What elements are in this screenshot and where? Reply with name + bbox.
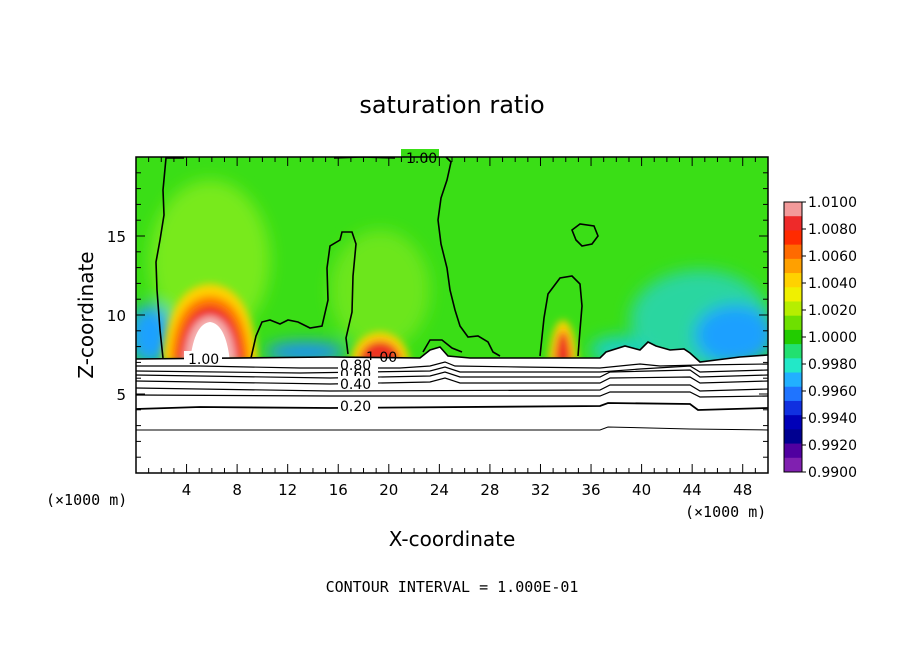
- y-tick-label: 5: [116, 386, 126, 404]
- colorbar-label: 1.0100: [808, 195, 857, 211]
- contour-label-left: 1.00: [188, 352, 219, 368]
- colorbar-swatch: [784, 329, 802, 345]
- y-tick-label: 15: [107, 228, 126, 246]
- colorbar-swatch: [784, 287, 802, 302]
- colorbar-swatch: [784, 386, 802, 402]
- colorbar-label: 1.0000: [808, 330, 857, 346]
- colorbar-swatch: [784, 443, 802, 459]
- x-tick-label: 12: [278, 481, 297, 499]
- x-tick-label: 8: [232, 481, 242, 499]
- colorbar-swatch: [784, 273, 802, 288]
- contour-label-0.20: 0.20: [340, 399, 371, 415]
- moist-column-1: [150, 180, 270, 340]
- dry-region-right-core: [695, 305, 768, 362]
- colorbar-label: 0.9920: [808, 438, 857, 454]
- x-tick-label: 36: [581, 481, 600, 499]
- colorbar-swatch: [784, 230, 802, 246]
- colorbar-label: 1.0060: [808, 249, 857, 265]
- x-axis-label: X-coordinate: [389, 527, 516, 551]
- colorbar-swatch: [784, 372, 802, 388]
- x-tick-label: 32: [531, 481, 550, 499]
- x-unit-label-right: (×1000 m): [685, 503, 766, 521]
- contour-label-0.40: 0.40: [340, 377, 371, 393]
- colorbar-label: 1.0040: [808, 276, 857, 292]
- y-axis-label: Z-coordinate: [74, 251, 98, 378]
- y-tick-label: 10: [107, 307, 126, 325]
- colorbar-swatch: [784, 344, 802, 359]
- colorbar-swatch: [784, 301, 802, 317]
- x-tick-label: 20: [379, 481, 398, 499]
- x-tick-label: 28: [480, 481, 499, 499]
- x-tick-label: 44: [683, 481, 702, 499]
- colorbar-label: 0.9940: [808, 411, 857, 427]
- x-tick-label: 40: [632, 481, 651, 499]
- contour-1.00: [155, 157, 599, 359]
- contour-labels: 1.00 1.00 1.00 0.80 0.60 0.40 0.20: [184, 149, 439, 415]
- saturation-field: [136, 157, 768, 473]
- x-tick-label: 16: [329, 481, 348, 499]
- y-axis: 5 10 15: [107, 172, 768, 458]
- colorbar-swatch: [784, 258, 802, 274]
- contour-lines-lower: [136, 341, 768, 431]
- x-tick-label: 24: [430, 481, 449, 499]
- contour-label-top: 1.00: [406, 151, 437, 167]
- colorbar-swatch: [784, 415, 802, 430]
- x-tick-label: 48: [733, 481, 752, 499]
- x-unit-label-left: (×1000 m): [46, 491, 127, 509]
- colorbar-swatch: [784, 358, 802, 374]
- colorbar-label: 0.9900: [808, 465, 857, 481]
- dry-region-left: [136, 305, 172, 362]
- x-axis: 4 8 12 16 20 24 28 32 36 40 44 48: [148, 157, 756, 499]
- chart-title: saturation ratio: [359, 91, 544, 119]
- colorbar-swatch: [784, 457, 802, 473]
- colorbar-label: 0.9960: [808, 384, 857, 400]
- colorbar-swatch: [784, 244, 802, 260]
- colorbar-label: 0.9980: [808, 357, 857, 373]
- colorbar-swatch: [784, 315, 802, 331]
- colorbar-label: 1.0080: [808, 222, 857, 238]
- contour-label-0.80: 0.80: [340, 358, 371, 374]
- colorbar: 1.0100 1.0080 1.0060 1.0040 1.0020 1.0000 0.99…: [783, 195, 857, 481]
- colorbar-swatch: [784, 216, 802, 231]
- x-tick-label: 4: [182, 481, 192, 499]
- contour-interval-note: CONTOUR INTERVAL = 1.000E-01: [326, 578, 579, 596]
- colorbar-label: 1.0020: [808, 303, 857, 319]
- colorbar-swatch: [784, 429, 802, 445]
- updraft-plume-3-inner: [554, 331, 572, 362]
- colorbar-swatch: [784, 400, 802, 416]
- colorbar-swatch: [784, 202, 802, 217]
